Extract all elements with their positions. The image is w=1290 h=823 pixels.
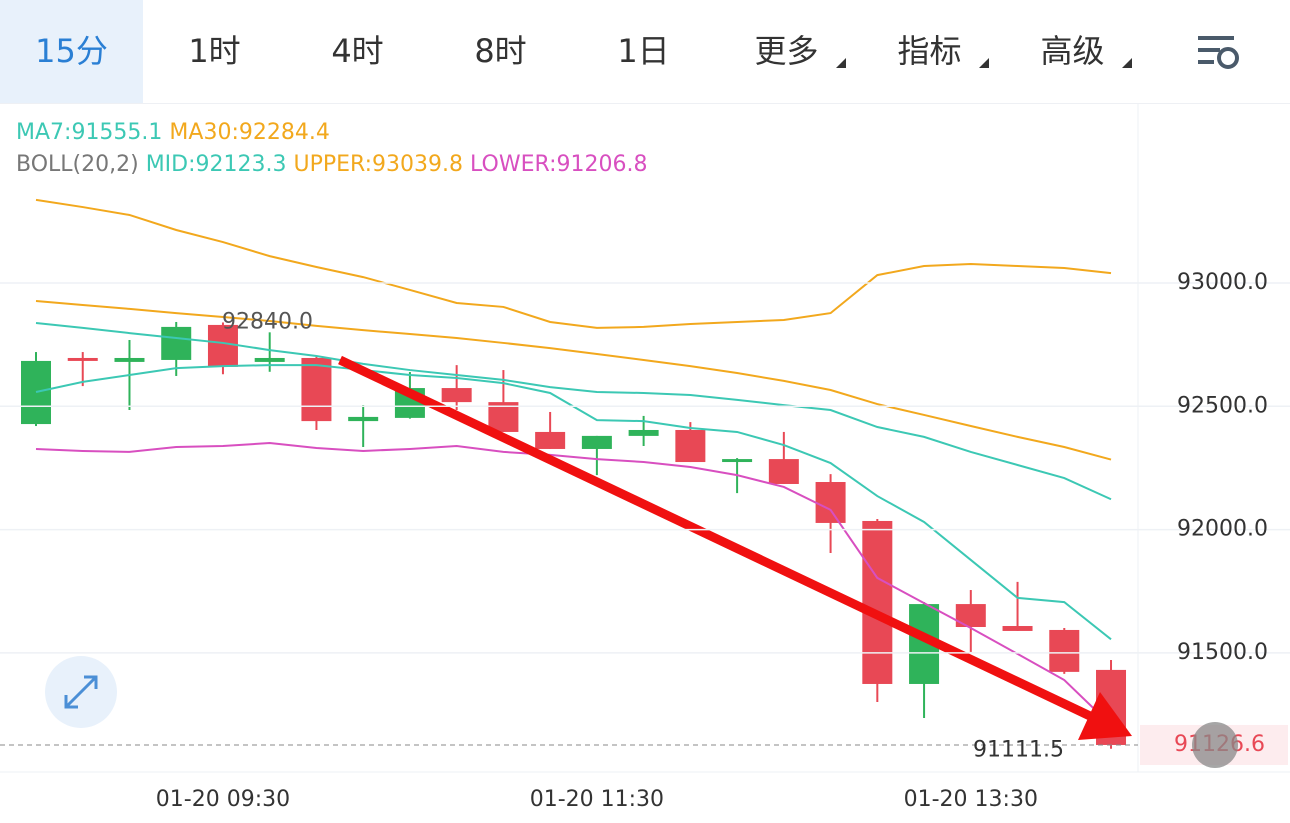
y-tick-label: 92000.0	[1177, 517, 1268, 542]
candle-body	[675, 429, 706, 463]
tab[interactable]: 8时	[474, 32, 527, 70]
indicator-line	[35, 321, 1112, 501]
settings-icon[interactable]	[1198, 36, 1239, 69]
tab[interactable]: 1日	[617, 32, 670, 70]
legend-item: BOLL(20,2)	[16, 152, 139, 177]
y-tick-label: 91500.0	[1177, 640, 1268, 665]
candle-body	[581, 435, 612, 449]
y-tick-label: 92500.0	[1177, 393, 1268, 418]
candle-body	[114, 357, 145, 362]
tab[interactable]: 1时	[188, 32, 241, 70]
candle-body	[348, 416, 379, 422]
candle-body	[161, 326, 192, 360]
scroll-button[interactable]	[1192, 722, 1238, 768]
low-label: 91111.5	[973, 738, 1064, 763]
candle-body	[67, 357, 98, 361]
candle-body	[535, 431, 566, 449]
tab[interactable]: 高级	[1001, 0, 1144, 103]
candle-body	[722, 459, 753, 463]
x-tick-label: 01-20 13:30	[904, 787, 1038, 812]
candle-body	[207, 324, 238, 367]
legend-item: MA7:91555.1	[16, 120, 162, 145]
candle-body	[21, 360, 51, 425]
legend-row: BOLL(20,2) MID:92123.3 UPPER:93039.8 LOW…	[16, 152, 648, 177]
tab[interactable]: 4时	[331, 32, 384, 70]
legend-item: MID:92123.3	[146, 152, 287, 177]
candle-body	[488, 402, 519, 432]
candle-body	[301, 357, 332, 422]
tab[interactable]: 15分	[0, 0, 143, 103]
y-tick-label: 93000.0	[1177, 270, 1268, 295]
indicator-line	[35, 198, 1112, 329]
tab-bar: 15分 1时 4时 8时 1日 更多 指标 高级	[0, 0, 1290, 104]
candle-body	[1002, 626, 1033, 631]
x-tick-label: 01-20 11:30	[530, 787, 664, 812]
expand-button[interactable]	[45, 656, 117, 728]
legend-row: MA7:91555.1 MA30:92284.4	[16, 120, 330, 145]
candle-body	[1049, 629, 1080, 672]
tab[interactable]: 指标	[858, 0, 1001, 103]
candle-body	[955, 604, 986, 628]
high-label: 92840.0	[222, 309, 313, 334]
candle-body	[768, 459, 799, 484]
candle-body	[441, 388, 472, 403]
tab[interactable]: 更多	[715, 0, 858, 103]
candle-body	[862, 520, 893, 684]
legend-item: LOWER:91206.8	[470, 152, 647, 177]
legend-item: MA30:92284.4	[169, 120, 329, 145]
candle-body	[628, 429, 659, 436]
indicator-line	[35, 442, 1112, 726]
legend-item: UPPER:93039.8	[294, 152, 464, 177]
indicator-line	[35, 300, 1112, 461]
arrow-annotation	[338, 355, 1132, 740]
candle-body	[815, 482, 846, 523]
candle-body	[254, 357, 285, 362]
x-tick-label: 01-20 09:30	[156, 787, 290, 812]
